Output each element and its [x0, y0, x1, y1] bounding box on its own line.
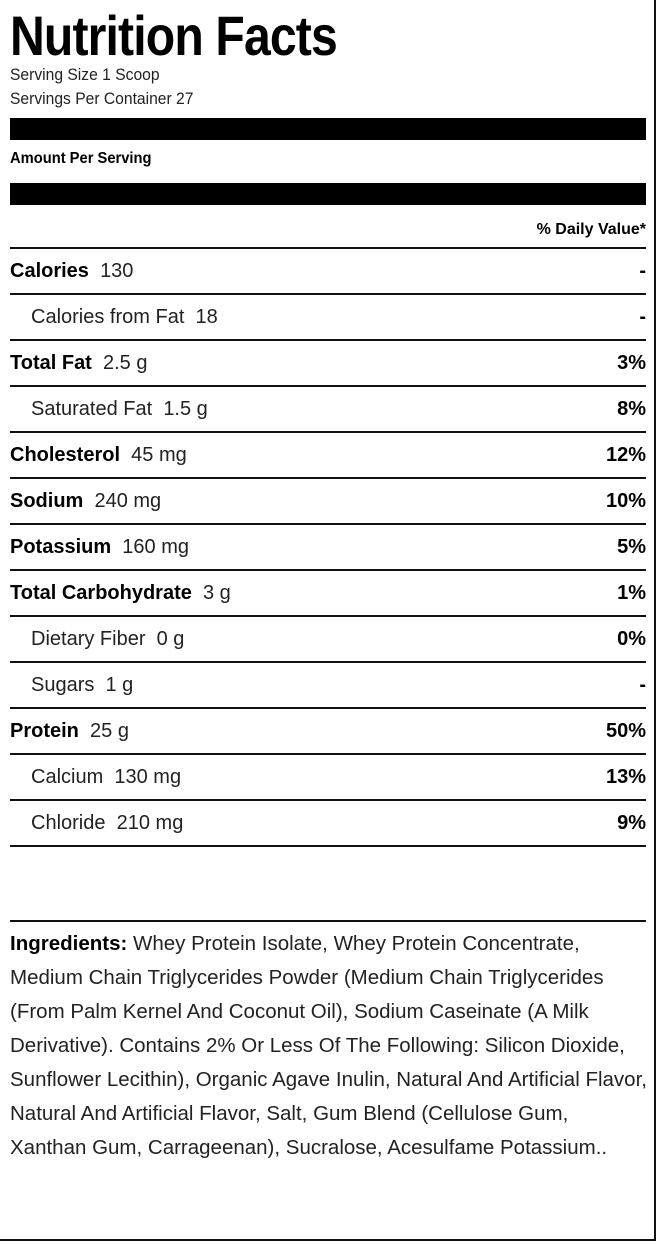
title: Nutrition Facts [10, 4, 338, 67]
nutrient-label: Protein 25 g [10, 720, 129, 743]
thick-divider [10, 183, 646, 205]
daily-value-percent: 12% [605, 443, 646, 466]
nutrient-row: Cholesterol 45 mg 12% [10, 433, 646, 479]
servings-per-container: Servings Per Container 27 [10, 89, 194, 108]
nutrient-amount: 160 mg [122, 535, 189, 558]
nutrient-label: Sodium 240 mg [10, 490, 161, 513]
nutrient-table: Calories 130 - Calories from Fat 18 - Total … [10, 247, 646, 847]
daily-value-header: % Daily Value* [536, 221, 646, 238]
nutrient-amount: 3 g [203, 581, 231, 604]
nutrient-label: Saturated Fat 1.5 g [10, 398, 208, 421]
ingredients-label: Ingredients: [10, 932, 128, 955]
ingredients: Ingredients: Whey Protein Isolate, Whey … [10, 927, 650, 1165]
nutrient-row: Total Fat 2.5 g 3% [10, 341, 646, 387]
nutrient-amount: 130 [100, 259, 134, 282]
nutrient-row: Calcium 130 mg 13% [10, 755, 646, 801]
nutrient-amount: 130 mg [114, 765, 182, 788]
nutrient-row: Saturated Fat 1.5 g 8% [10, 387, 646, 433]
nutrient-row: Dietary Fiber 0 g 0% [10, 617, 646, 663]
nutrient-label: Cholesterol 45 mg [10, 444, 187, 467]
ingredients-text: Whey Protein Isolate, Whey Protein Conce… [10, 932, 647, 1159]
daily-value-percent: 13% [605, 765, 646, 788]
daily-value-percent: - [639, 259, 646, 282]
daily-value-percent: 9% [617, 811, 646, 834]
thick-divider [10, 118, 646, 140]
nutrient-row: Calories 130 - [10, 249, 646, 295]
nutrient-name: Calories from Fat [31, 305, 185, 328]
nutrient-amount: 18 [195, 305, 218, 328]
nutrient-amount: 25 g [90, 719, 129, 742]
nutrient-amount: 210 mg [116, 811, 184, 834]
daily-value-percent: - [639, 305, 646, 328]
nutrient-row: Protein 25 g 50% [10, 709, 646, 755]
daily-value-percent: 50% [605, 719, 646, 742]
divider [10, 920, 646, 922]
nutrient-name: Cholesterol [10, 443, 121, 466]
nutrient-label: Potassium 160 mg [10, 536, 189, 559]
nutrient-label: Calories from Fat 18 [10, 306, 218, 329]
nutrient-label: Total Carbohydrate 3 g [10, 582, 231, 605]
nutrient-label: Calories 130 [10, 260, 133, 283]
daily-value-percent: 0% [617, 627, 646, 650]
nutrient-amount: 2.5 g [102, 351, 148, 374]
nutrient-row: Potassium 160 mg 5% [10, 525, 646, 571]
daily-value-percent: 8% [617, 397, 646, 420]
nutrient-name: Potassium [10, 535, 112, 558]
nutrient-name: Chloride [31, 811, 106, 834]
nutrient-amount: 0 g [156, 627, 185, 650]
nutrient-label: Sugars 1 g [10, 674, 133, 697]
nutrient-row: Sodium 240 mg 10% [10, 479, 646, 525]
nutrient-label: Chloride 210 mg [10, 812, 183, 835]
daily-value-percent: 5% [617, 535, 646, 558]
nutrient-name: Total Carbohydrate [10, 581, 192, 604]
daily-value-percent: 10% [605, 489, 646, 512]
serving-size: Serving Size 1 Scoop [10, 65, 160, 84]
nutrient-row: Total Carbohydrate 3 g 1% [10, 571, 646, 617]
nutrient-name: Sodium [10, 489, 84, 512]
nutrient-row: Calories from Fat 18 - [10, 295, 646, 341]
daily-value-percent: 1% [617, 581, 646, 604]
nutrient-name: Calcium [31, 765, 104, 788]
nutrient-row: Sugars 1 g - [10, 663, 646, 709]
nutrient-row: Chloride 210 mg 9% [10, 801, 646, 847]
nutrient-amount: 1 g [105, 673, 134, 696]
nutrient-label: Total Fat 2.5 g [10, 352, 147, 375]
nutrient-label: Dietary Fiber 0 g [10, 628, 184, 651]
nutrient-name: Total Fat [10, 351, 92, 374]
daily-value-percent: 3% [617, 351, 646, 374]
nutrient-amount: 45 mg [131, 443, 187, 466]
nutrient-amount: 1.5 g [163, 397, 208, 420]
nutrient-name: Calories [10, 259, 89, 282]
nutrient-amount: 240 mg [94, 489, 162, 512]
nutrient-name: Dietary Fiber [31, 627, 146, 650]
nutrient-name: Saturated Fat [31, 397, 153, 420]
nutrient-name: Protein [10, 719, 79, 742]
nutrient-name: Sugars [31, 673, 95, 696]
nutrient-label: Calcium 130 mg [10, 766, 181, 789]
amount-per-serving: Amount Per Serving [10, 150, 152, 167]
daily-value-percent: - [639, 673, 646, 696]
